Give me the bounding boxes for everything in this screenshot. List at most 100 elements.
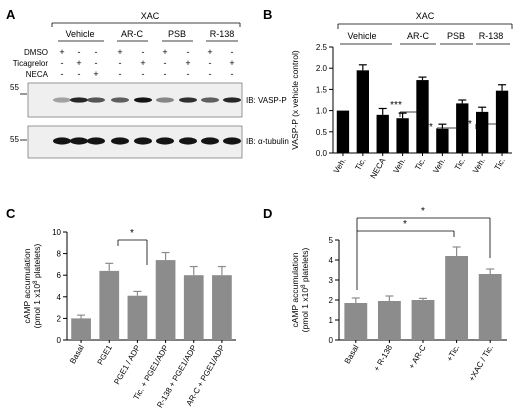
c-y-label: cAMP accumulation bbox=[22, 248, 32, 323]
a-sign: + bbox=[140, 58, 145, 68]
a-band bbox=[201, 97, 219, 103]
b-x-tick-label: NECA bbox=[369, 156, 388, 180]
b-x-tick-label: Veh. bbox=[392, 157, 408, 175]
c-y-label-units-sup: 8 bbox=[33, 280, 39, 284]
c-x-tick-label: Basal bbox=[68, 343, 86, 365]
a-band bbox=[111, 137, 129, 145]
c-y-tick-label: 0 bbox=[57, 336, 62, 345]
a-sign: - bbox=[78, 47, 81, 57]
b-group-label-r138: R-138 bbox=[479, 31, 504, 41]
d-y-tick-label: 4 bbox=[329, 256, 334, 265]
c-y-tick-label: 10 bbox=[52, 228, 61, 237]
c-sig-star: * bbox=[130, 228, 134, 239]
a-sign: - bbox=[164, 69, 167, 79]
a-band bbox=[179, 137, 197, 145]
c-bar bbox=[127, 295, 148, 340]
d-x-tick-label: +Tic. bbox=[445, 344, 461, 363]
b-sig-arc: *** bbox=[390, 100, 402, 111]
b-y-tick-label: 0.5 bbox=[316, 128, 328, 137]
c-x-tick-label: PGE1 bbox=[96, 343, 115, 366]
b-group-label-vehicle: Vehicle bbox=[347, 31, 376, 41]
b-x-tick-label: Veh. bbox=[431, 157, 447, 175]
b-x-tick-label: Veh. bbox=[471, 157, 487, 175]
a-sign: + bbox=[207, 47, 212, 57]
d-x-tick-label: + R-138 bbox=[372, 343, 394, 373]
a-sign: - bbox=[61, 69, 64, 79]
a-xac-label: XAC bbox=[141, 11, 160, 21]
a-sign: + bbox=[117, 47, 122, 57]
c-bar bbox=[71, 318, 91, 340]
a-row-label-neca: NECA bbox=[26, 70, 49, 79]
b-bar bbox=[356, 70, 369, 153]
b-bar bbox=[396, 118, 409, 153]
a-sign: - bbox=[209, 58, 212, 68]
b-x-tick-label: Tic. bbox=[413, 157, 427, 172]
a-band bbox=[179, 97, 197, 103]
a-band bbox=[201, 137, 219, 145]
b-sig-psb: ** bbox=[425, 122, 433, 133]
d-x-tick-label: +XAC / Tic. bbox=[467, 344, 495, 383]
c-y-tick-label: 6 bbox=[57, 271, 62, 280]
b-bar bbox=[376, 114, 389, 153]
d-sig-star-outer: * bbox=[421, 206, 425, 217]
a-mw-vasp: 55 bbox=[10, 83, 19, 92]
a-band bbox=[70, 97, 88, 103]
b-x-tick-label: Tic. bbox=[353, 157, 367, 172]
b-x-tick-label: Tic. bbox=[453, 157, 467, 172]
a-sign: - bbox=[187, 69, 190, 79]
a-row-label-dmso: DMSO bbox=[24, 48, 48, 57]
b-bar bbox=[495, 90, 509, 153]
a-band bbox=[87, 97, 105, 103]
b-bar bbox=[476, 111, 489, 153]
b-x-tick-label: Veh. bbox=[332, 157, 348, 175]
d-y-label-units-a: (pmol 1 x10 bbox=[300, 288, 310, 333]
a-band bbox=[53, 137, 71, 145]
d-y-label: cAMP accumulation bbox=[290, 252, 300, 327]
a-sign: - bbox=[209, 69, 212, 79]
a-band bbox=[156, 137, 174, 145]
a-treatment-signs: + - - + - + - + -- + - - + - + - +- - + - - - - - - bbox=[59, 47, 234, 79]
c-y-label-units: (pmol 1 x108 platelets) bbox=[32, 244, 42, 329]
a-sign: - bbox=[78, 69, 81, 79]
a-sign: + bbox=[59, 47, 64, 57]
a-group-label-arc: AR-C bbox=[121, 29, 143, 39]
a-group-label-r138: R-138 bbox=[210, 29, 235, 39]
b-bar bbox=[416, 80, 429, 153]
b-group-label-psb: PSB bbox=[447, 31, 465, 41]
a-mw-tubulin: 55 bbox=[10, 135, 19, 144]
b-y-tick-label: 1.5 bbox=[316, 85, 328, 94]
a-band bbox=[111, 97, 129, 103]
a-sign: + bbox=[76, 58, 81, 68]
b-bar bbox=[436, 128, 449, 153]
a-sign: + bbox=[185, 58, 190, 68]
a-blot-tubulin-label: IB: α-tubulin bbox=[246, 137, 289, 146]
a-sign: + bbox=[162, 47, 167, 57]
c-x-tick-label: PGE1 / ADP bbox=[112, 344, 142, 387]
d-y-label-units-b: platelets) bbox=[300, 248, 310, 285]
d-x-tick-label: Basal bbox=[343, 343, 361, 365]
d-bar-chart: 0 1 2 3 4 5 cAMP accumulation (pmol 1 x108 plat… bbox=[290, 236, 507, 383]
d-bar bbox=[377, 301, 401, 340]
d-bar bbox=[445, 256, 469, 340]
a-sign: - bbox=[164, 58, 167, 68]
c-bar bbox=[212, 275, 232, 340]
b-xac-label: XAC bbox=[416, 11, 435, 21]
d-bar bbox=[344, 303, 368, 340]
d-y-tick-label: 1 bbox=[329, 316, 334, 325]
d-bar bbox=[478, 274, 502, 340]
b-y-tick-label: 0.0 bbox=[316, 149, 328, 158]
b-y-tick-label: 2.0 bbox=[316, 64, 328, 73]
panel-letter-c: C bbox=[6, 206, 16, 221]
b-y-label: VASP-P (x vehicle control) bbox=[290, 50, 300, 150]
c-y-label-units-a: (pmol 1 x10 bbox=[32, 284, 42, 329]
d-y-tick-label: 5 bbox=[329, 236, 334, 245]
a-sign: - bbox=[142, 69, 145, 79]
panel-letter-a: A bbox=[6, 7, 16, 22]
b-sig-r138: * bbox=[468, 119, 472, 130]
a-blot-tubulin-bands bbox=[53, 137, 241, 145]
c-bar bbox=[155, 260, 176, 340]
a-sign: + bbox=[229, 58, 234, 68]
panel-letter-d: D bbox=[263, 206, 272, 221]
